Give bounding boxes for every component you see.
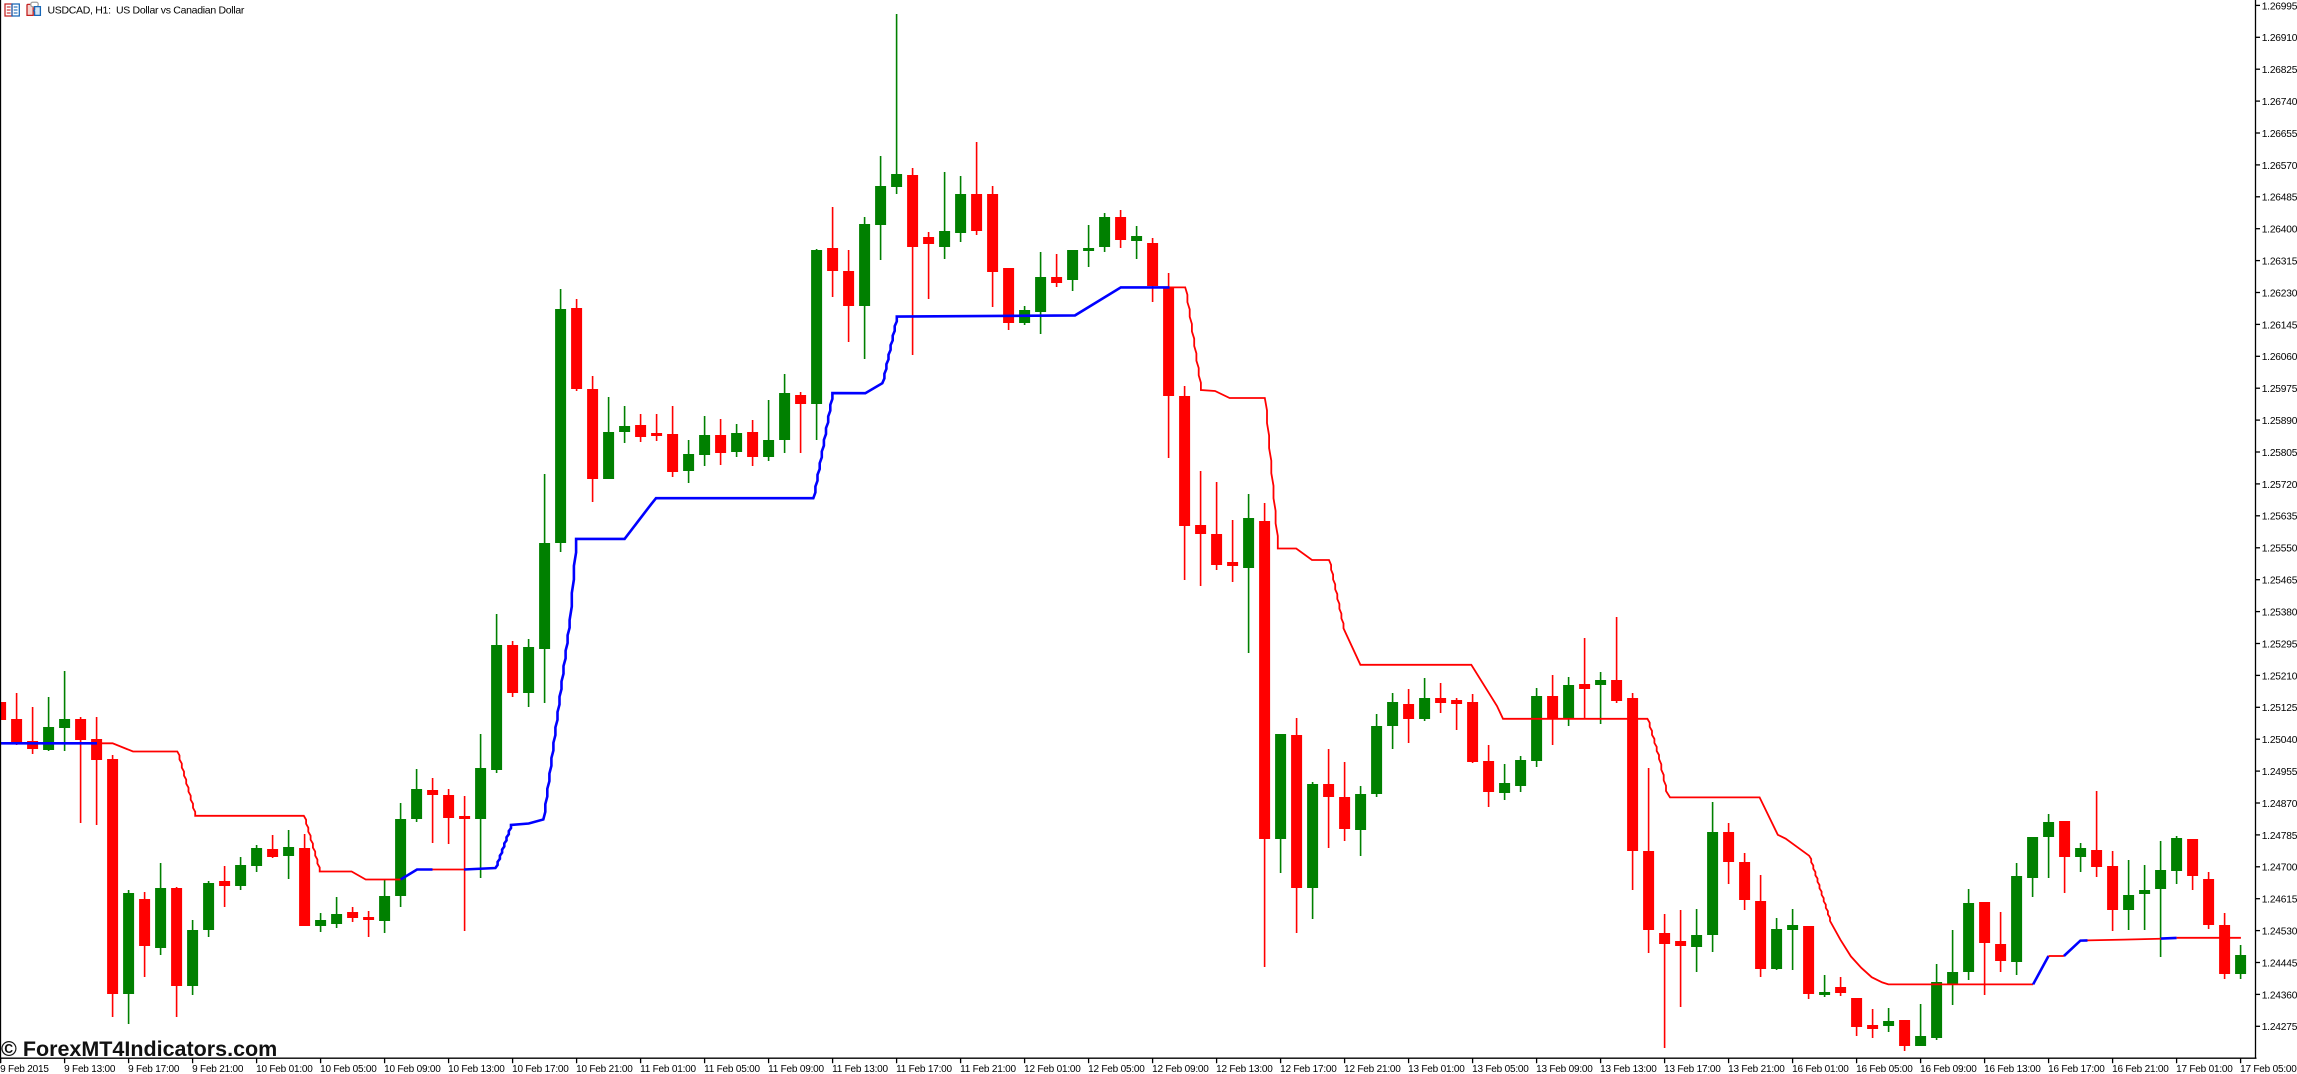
svg-text:1.26400: 1.26400 [2262, 225, 2297, 236]
svg-text:1.24785: 1.24785 [2262, 831, 2297, 842]
svg-text:USDCAD, H1: US Dollar vs Cana: USDCAD, H1: US Dollar vs Canadian Dollar [48, 5, 245, 17]
svg-text:1.24530: 1.24530 [2262, 927, 2297, 938]
svg-text:16 Feb 13:00: 16 Feb 13:00 [1984, 1064, 2041, 1074]
svg-text:16 Feb 05:00: 16 Feb 05:00 [1856, 1064, 1913, 1074]
svg-text:1.25550: 1.25550 [2262, 544, 2297, 555]
svg-text:17 Feb 05:00: 17 Feb 05:00 [2240, 1064, 2297, 1074]
svg-text:© ForexMT4Indicators.com: © ForexMT4Indicators.com [1, 1037, 277, 1061]
svg-text:1.24275: 1.24275 [2262, 1022, 2297, 1033]
svg-text:12 Feb 01:00: 12 Feb 01:00 [1024, 1064, 1081, 1074]
svg-text:9 Feb 13:00: 9 Feb 13:00 [64, 1064, 116, 1074]
svg-text:1.25635: 1.25635 [2262, 512, 2297, 523]
svg-text:13 Feb 09:00: 13 Feb 09:00 [1536, 1064, 1593, 1074]
svg-text:1.25465: 1.25465 [2262, 576, 2297, 587]
svg-text:9 Feb 2015: 9 Feb 2015 [0, 1064, 49, 1074]
svg-text:12 Feb 09:00: 12 Feb 09:00 [1152, 1064, 1209, 1074]
svg-text:1.25295: 1.25295 [2262, 639, 2297, 650]
svg-text:1.26995: 1.26995 [2262, 1, 2297, 12]
svg-text:1.26570: 1.26570 [2262, 161, 2297, 172]
svg-text:1.26145: 1.26145 [2262, 320, 2297, 331]
svg-text:11 Feb 13:00: 11 Feb 13:00 [832, 1064, 888, 1074]
svg-text:1.25805: 1.25805 [2262, 448, 2297, 459]
svg-text:13 Feb 05:00: 13 Feb 05:00 [1472, 1064, 1529, 1074]
svg-text:12 Feb 21:00: 12 Feb 21:00 [1344, 1064, 1401, 1074]
svg-text:16 Feb 17:00: 16 Feb 17:00 [2048, 1064, 2105, 1074]
svg-text:10 Feb 05:00: 10 Feb 05:00 [320, 1064, 377, 1074]
svg-text:1.24360: 1.24360 [2262, 990, 2297, 1001]
svg-text:13 Feb 13:00: 13 Feb 13:00 [1600, 1064, 1657, 1074]
svg-text:1.25125: 1.25125 [2262, 703, 2297, 714]
svg-text:1.26315: 1.26315 [2262, 257, 2297, 268]
svg-text:1.26910: 1.26910 [2262, 33, 2297, 44]
svg-text:17 Feb 01:00: 17 Feb 01:00 [2176, 1064, 2233, 1074]
svg-text:1.24955: 1.24955 [2262, 767, 2297, 778]
svg-text:10 Feb 21:00: 10 Feb 21:00 [576, 1064, 633, 1074]
svg-text:10 Feb 17:00: 10 Feb 17:00 [512, 1064, 569, 1074]
svg-text:1.25720: 1.25720 [2262, 480, 2297, 491]
svg-text:1.26740: 1.26740 [2262, 97, 2297, 108]
svg-text:1.25890: 1.25890 [2262, 416, 2297, 427]
svg-text:9 Feb 21:00: 9 Feb 21:00 [192, 1064, 244, 1074]
svg-text:16 Feb 21:00: 16 Feb 21:00 [2112, 1064, 2169, 1074]
svg-text:16 Feb 01:00: 16 Feb 01:00 [1792, 1064, 1849, 1074]
svg-text:1.24700: 1.24700 [2262, 863, 2297, 874]
svg-text:9 Feb 17:00: 9 Feb 17:00 [128, 1064, 180, 1074]
svg-text:1.24615: 1.24615 [2262, 895, 2297, 906]
svg-text:16 Feb 09:00: 16 Feb 09:00 [1920, 1064, 1977, 1074]
svg-text:1.26060: 1.26060 [2262, 352, 2297, 363]
svg-text:1.26825: 1.26825 [2262, 65, 2297, 76]
svg-text:1.26230: 1.26230 [2262, 288, 2297, 299]
svg-text:1.24870: 1.24870 [2262, 799, 2297, 810]
svg-text:1.25210: 1.25210 [2262, 671, 2297, 682]
svg-text:13 Feb 21:00: 13 Feb 21:00 [1728, 1064, 1785, 1074]
svg-text:1.25975: 1.25975 [2262, 384, 2297, 395]
svg-text:10 Feb 01:00: 10 Feb 01:00 [256, 1064, 313, 1074]
svg-text:11 Feb 09:00: 11 Feb 09:00 [768, 1064, 824, 1074]
svg-text:13 Feb 17:00: 13 Feb 17:00 [1664, 1064, 1721, 1074]
svg-text:11 Feb 21:00: 11 Feb 21:00 [960, 1064, 1016, 1074]
svg-text:1.25040: 1.25040 [2262, 735, 2297, 746]
svg-text:1.26655: 1.26655 [2262, 129, 2297, 140]
svg-text:12 Feb 05:00: 12 Feb 05:00 [1088, 1064, 1145, 1074]
svg-text:12 Feb 13:00: 12 Feb 13:00 [1216, 1064, 1273, 1074]
svg-text:11 Feb 01:00: 11 Feb 01:00 [640, 1064, 696, 1074]
svg-text:11 Feb 05:00: 11 Feb 05:00 [704, 1064, 760, 1074]
svg-text:10 Feb 13:00: 10 Feb 13:00 [448, 1064, 505, 1074]
svg-text:10 Feb 09:00: 10 Feb 09:00 [384, 1064, 441, 1074]
svg-text:12 Feb 17:00: 12 Feb 17:00 [1280, 1064, 1337, 1074]
svg-text:1.25380: 1.25380 [2262, 608, 2297, 619]
svg-text:1.24445: 1.24445 [2262, 958, 2297, 969]
svg-text:13 Feb 01:00: 13 Feb 01:00 [1408, 1064, 1465, 1074]
svg-text:1.26485: 1.26485 [2262, 193, 2297, 204]
svg-text:11 Feb 17:00: 11 Feb 17:00 [896, 1064, 952, 1074]
